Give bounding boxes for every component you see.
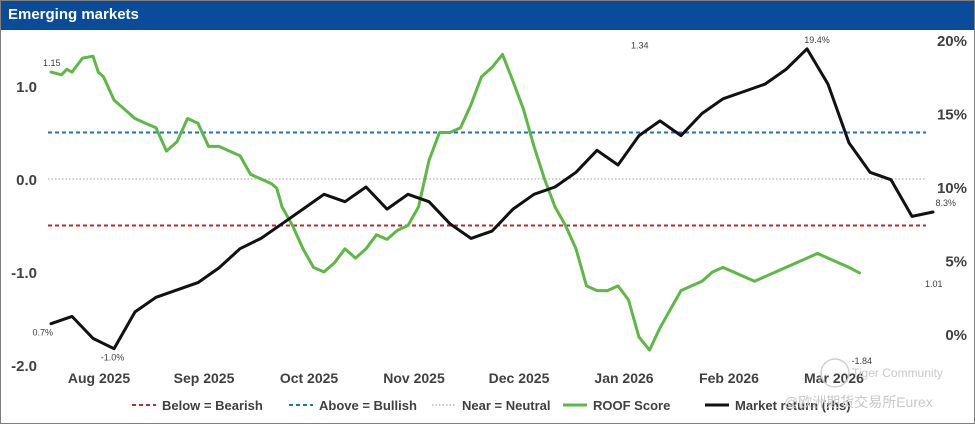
x-tick-label-4: Dec 2025: [489, 370, 550, 386]
right-tick-label-3: 5%: [945, 254, 967, 271]
chart-title: Emerging markets: [8, 6, 139, 23]
data-label-0-2: -1.84: [852, 356, 873, 366]
watermark-line2: @欧洲期货交易所Eurex: [784, 394, 933, 410]
legend-label-2: Near = Neutral: [462, 398, 551, 413]
legend-label-0: Below = Bearish: [162, 398, 263, 413]
watermark: Tiger Community @欧洲期货交易所Eurex: [784, 358, 943, 410]
data-label-0-1: 1.34: [631, 40, 649, 50]
x-tick-label-2: Oct 2025: [280, 370, 339, 386]
right-tick-label-0: 20%: [937, 33, 967, 50]
x-tick-label-0: Aug 2025: [68, 370, 130, 386]
series-line-market-return: [49, 47, 935, 351]
x-tick-label-3: Nov 2025: [383, 370, 445, 386]
right-tick-label-4: 0%: [945, 327, 967, 344]
data-label-1-2: 19.4%: [804, 35, 830, 45]
series-line-roof-score: [49, 52, 861, 352]
x-tick-label-5: Jan 2026: [594, 370, 653, 386]
data-label-0-3: 1.01: [925, 279, 943, 289]
right-tick-label-2: 10%: [937, 180, 967, 197]
data-label-1-0: 0.7%: [33, 328, 54, 338]
right-tick-label-1: 15%: [937, 107, 967, 124]
watermark-line1: Tiger Community: [852, 366, 943, 380]
legend-label-3: ROOF Score: [593, 398, 670, 413]
legend: Below = Bearish Above = Bullish Near = Neu…: [132, 398, 851, 413]
left-axis-ticks: 1.0 0.0 -1.0 -2.0: [11, 79, 37, 375]
legend-label-1: Above = Bullish: [319, 398, 417, 413]
tiger-logo-icon: [820, 358, 850, 388]
x-tick-label-6: Feb 2026: [699, 370, 759, 386]
x-tick-label-1: Sep 2025: [174, 370, 235, 386]
right-axis-ticks: 20% 15% 10% 5% 0%: [937, 33, 967, 344]
x-axis-labels: Aug 2025 Sep 2025 Oct 2025 Nov 2025 Dec 2025…: [68, 370, 864, 386]
data-label-1-3: 8.3%: [936, 198, 957, 208]
left-tick-label-0: 1.0: [16, 79, 37, 96]
data-label-0-0: 1.15: [43, 58, 61, 68]
left-tick-label-1: 0.0: [16, 172, 37, 189]
data-annotations: 1.15 1.34 -1.84 1.01 0.7% -1.0% 19.4% 8.3%: [33, 35, 957, 366]
series-lines: [49, 47, 935, 352]
threshold-lines: [48, 131, 926, 227]
left-tick-label-3: -2.0: [11, 358, 37, 375]
data-label-1-1: -1.0%: [101, 353, 125, 363]
left-tick-label-2: -1.0: [11, 265, 37, 282]
legend-label-4: Market return (rhs): [735, 398, 851, 413]
chart-header: Emerging markets: [1, 1, 974, 30]
